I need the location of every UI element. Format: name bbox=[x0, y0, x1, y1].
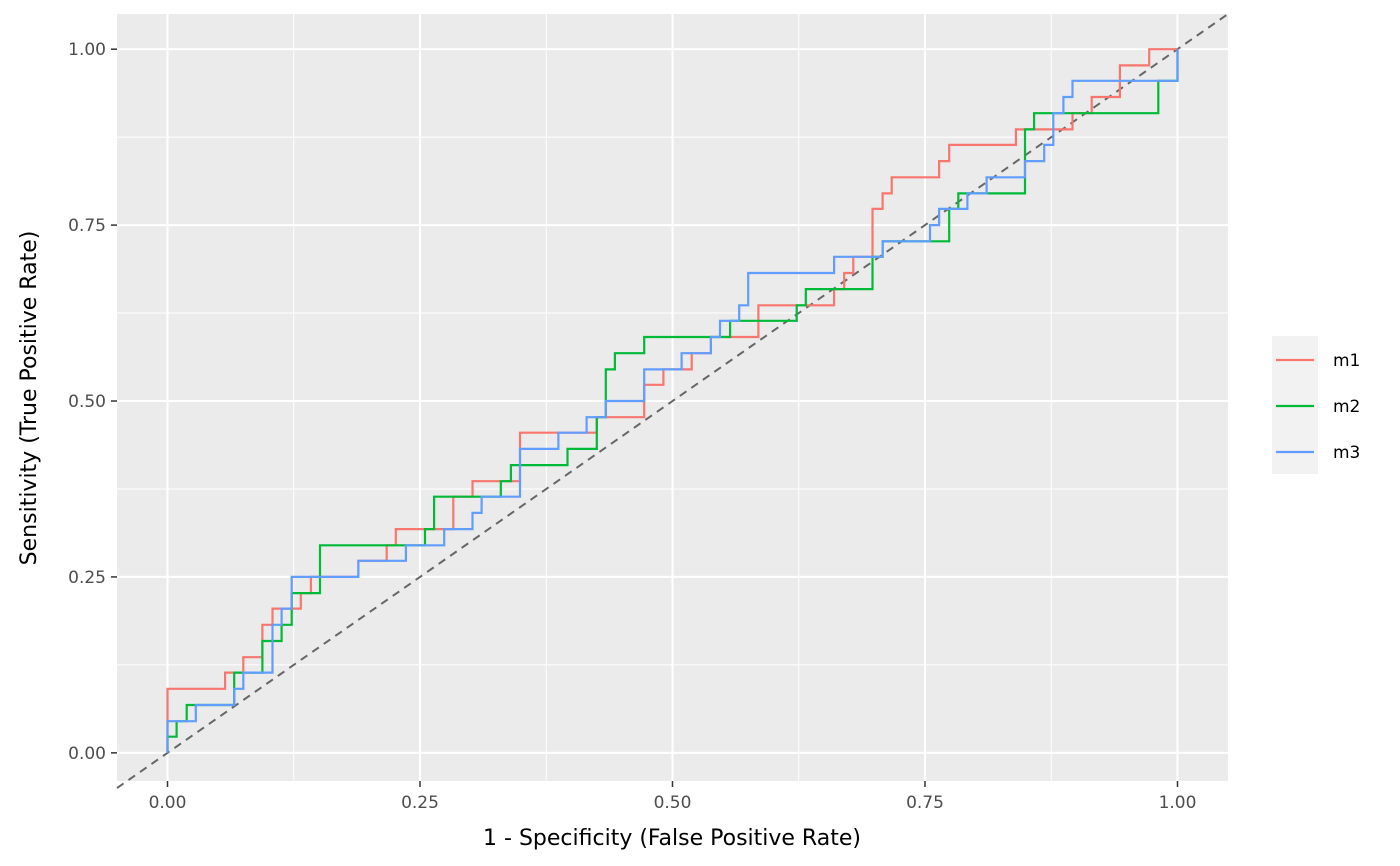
y-tick-label: 1.00 bbox=[68, 40, 106, 60]
y-tick-label: 0.75 bbox=[68, 216, 106, 236]
y-tick-label: 0.00 bbox=[68, 744, 106, 764]
legend: m1 m2 m3 bbox=[1272, 336, 1360, 474]
legend-label-m3: m3 bbox=[1333, 443, 1360, 463]
y-tick-label: 0.50 bbox=[68, 392, 106, 412]
x-tick-label: 0.50 bbox=[654, 793, 692, 813]
x-tick-label: 1.00 bbox=[1159, 793, 1197, 813]
x-tick-label: 0.00 bbox=[149, 793, 187, 813]
x-axis-ticks: 0.00 0.25 0.50 0.75 1.00 bbox=[149, 781, 1197, 813]
y-tick-label: 0.25 bbox=[68, 568, 106, 588]
x-tick-label: 0.25 bbox=[401, 793, 439, 813]
legend-label-m1: m1 bbox=[1333, 351, 1360, 371]
y-axis-ticks: 0.00 0.25 0.50 0.75 1.00 bbox=[68, 40, 117, 764]
x-axis-title: 1 - Specificity (False Positive Rate) bbox=[483, 826, 861, 851]
x-tick-label: 0.75 bbox=[906, 793, 944, 813]
legend-label-m2: m2 bbox=[1333, 397, 1360, 417]
y-axis-title: Sensitivity (True Positive Rate) bbox=[17, 231, 42, 566]
